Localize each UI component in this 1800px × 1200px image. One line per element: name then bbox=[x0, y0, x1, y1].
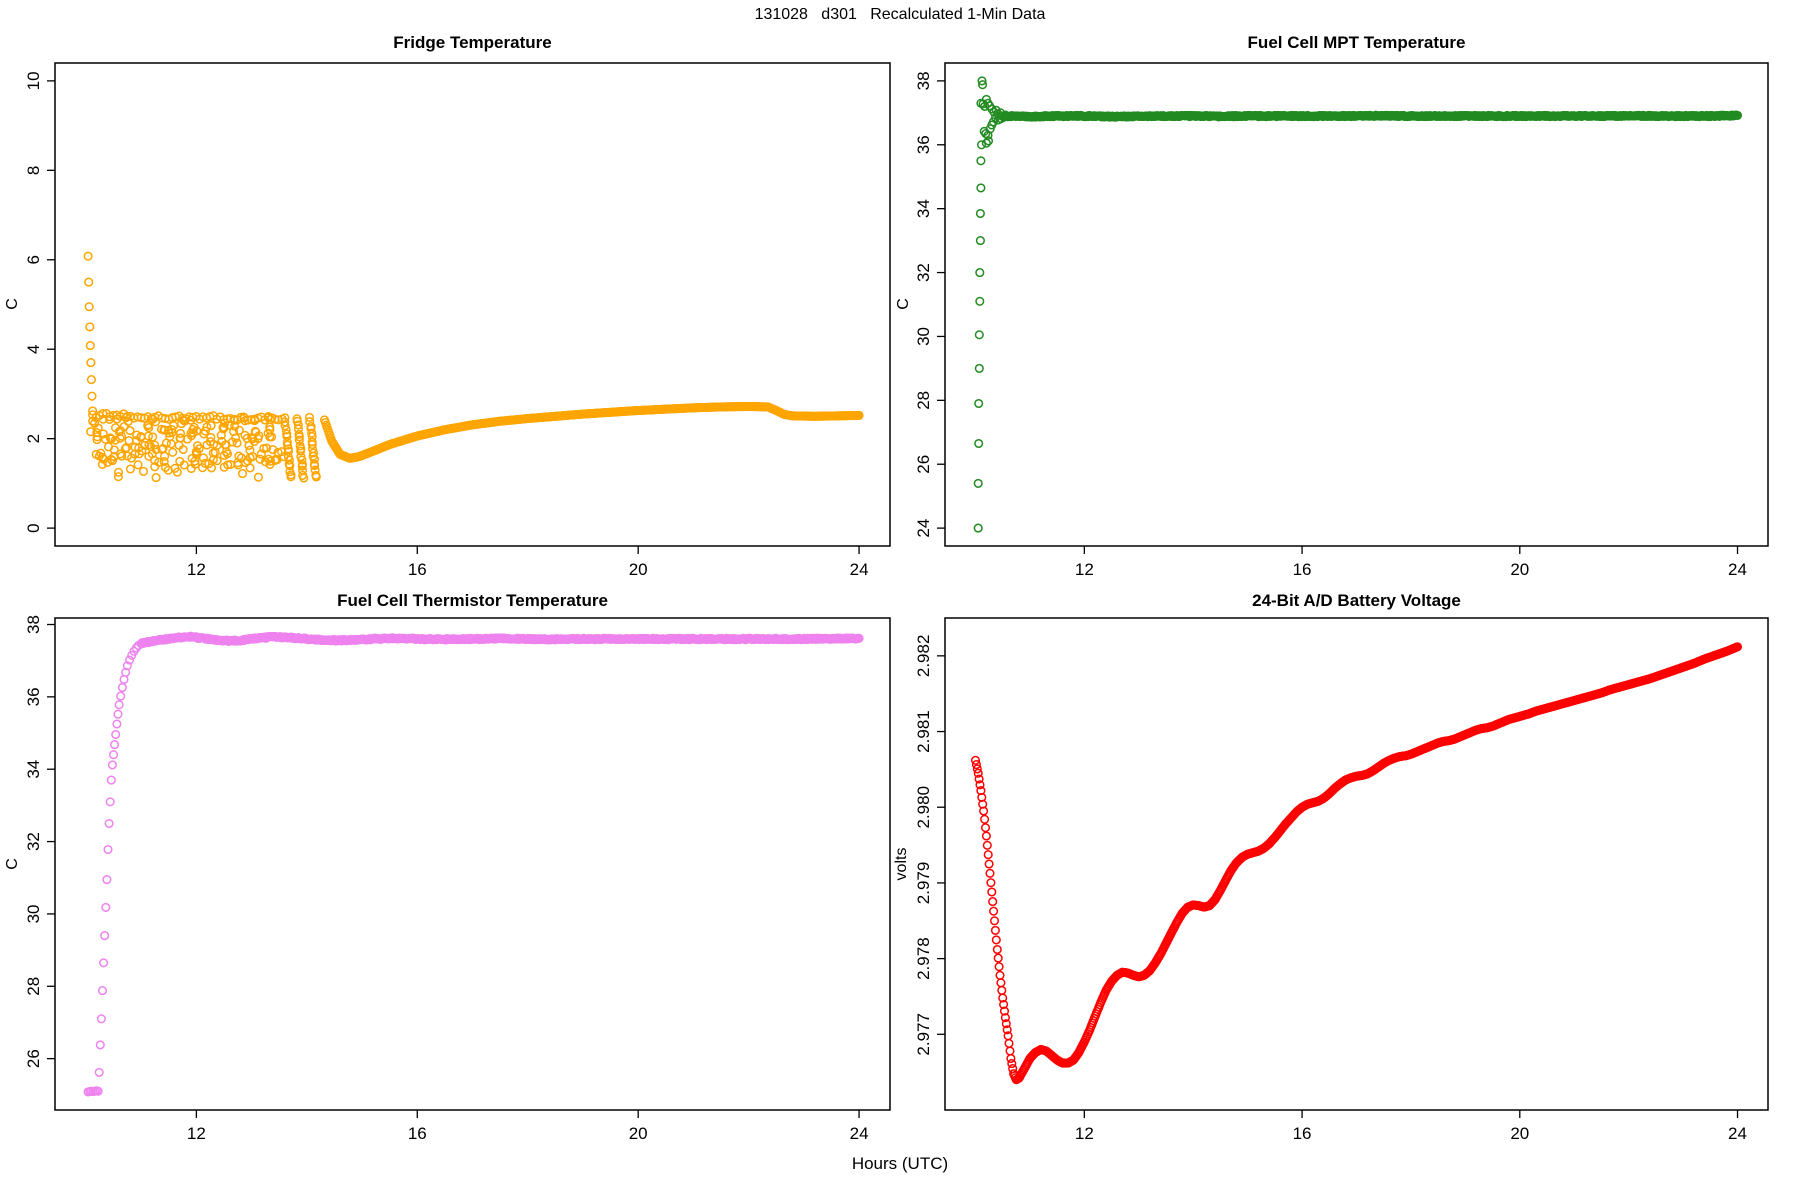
y-tick-label: 38 bbox=[914, 71, 933, 90]
x-tick-label: 24 bbox=[1728, 560, 1747, 579]
y-tick-label: 34 bbox=[914, 199, 933, 218]
series-warmup-rise bbox=[94, 640, 143, 1077]
y-tick-label: 38 bbox=[24, 615, 43, 634]
x-tick-label: 16 bbox=[408, 1124, 427, 1143]
page-title: 131028 d301 Recalculated 1-Min Data bbox=[754, 6, 1046, 23]
y-tick-label: 24 bbox=[914, 519, 933, 538]
x-axis: 12 16 20 24 bbox=[187, 546, 869, 579]
x-tick-label: 20 bbox=[629, 1124, 648, 1143]
y-tick-label: 2 bbox=[24, 434, 43, 443]
y-tick-label: 36 bbox=[24, 687, 43, 706]
y-tick-label: 30 bbox=[914, 327, 933, 346]
chart-fuel-cell-mpt-temperature: 12 16 20 24 24 26 28 30 32 34 36 38 bbox=[914, 62, 1769, 579]
x-tick-label: 12 bbox=[187, 560, 206, 579]
y-tick-label: 0 bbox=[24, 523, 43, 532]
data-points bbox=[973, 76, 1743, 533]
plot-box bbox=[54, 617, 891, 1111]
y-tick-label: 2.982 bbox=[914, 635, 933, 678]
series-cycling-band bbox=[86, 412, 289, 483]
chart-fuel-cell-thermistor-temperature: 12 16 20 24 26 28 30 32 34 36 38 bbox=[24, 615, 891, 1143]
data-points bbox=[83, 631, 864, 1097]
x-axis-label: Hours (UTC) bbox=[851, 1154, 949, 1173]
y-axis: 2.977 2.978 2.979 2.980 2.981 2.982 bbox=[914, 635, 945, 1056]
x-axis: 12 16 20 24 bbox=[187, 1110, 869, 1143]
x-tick-label: 12 bbox=[187, 1124, 206, 1143]
plot-box bbox=[54, 62, 891, 547]
y-tick-label: 34 bbox=[24, 760, 43, 779]
chart-battery-voltage: 12 16 20 24 2.977 2.978 2.979 2.980 2.981 2.982 bbox=[914, 617, 1769, 1143]
y-tick-label: 32 bbox=[24, 832, 43, 851]
x-tick-label: 12 bbox=[1075, 560, 1094, 579]
y-tick-label: 26 bbox=[24, 1049, 43, 1068]
data-points bbox=[970, 642, 1743, 1085]
series-warmup-column bbox=[973, 140, 987, 533]
x-tick-label: 20 bbox=[629, 560, 648, 579]
y-tick-label: 8 bbox=[24, 166, 43, 175]
x-tick-label: 24 bbox=[1728, 1124, 1747, 1143]
series-steady-band bbox=[1000, 110, 1743, 122]
series-voltage-curve bbox=[970, 642, 1743, 1085]
data-points bbox=[83, 251, 864, 483]
x-tick-label: 20 bbox=[1510, 1124, 1529, 1143]
y-axis: 26 28 30 32 34 36 38 bbox=[24, 615, 55, 1068]
panel-title-fridge-temperature: Fridge Temperature bbox=[393, 33, 552, 52]
y-tick-label: 6 bbox=[24, 255, 43, 264]
y-axis: 0 2 4 6 8 10 bbox=[24, 71, 55, 533]
y-tick-label: 30 bbox=[24, 904, 43, 923]
x-tick-label: 16 bbox=[408, 560, 427, 579]
y-tick-label: 28 bbox=[24, 977, 43, 996]
series-steady-band bbox=[136, 631, 864, 649]
y-tick-label: 36 bbox=[914, 135, 933, 154]
y-tick-label: 32 bbox=[914, 263, 933, 282]
y-tick-label: 10 bbox=[24, 71, 43, 90]
y-tick-label: 4 bbox=[24, 344, 43, 353]
x-tick-label: 16 bbox=[1293, 1124, 1312, 1143]
x-tick-label: 16 bbox=[1293, 560, 1312, 579]
x-tick-label: 24 bbox=[850, 1124, 869, 1143]
y-tick-label: 2.980 bbox=[914, 786, 933, 829]
series-startup-drop bbox=[83, 251, 98, 416]
x-axis: 12 16 20 24 bbox=[1075, 546, 1747, 579]
series-start-cluster bbox=[83, 1086, 103, 1097]
panel-title-fuel-cell-mpt-temperature: Fuel Cell MPT Temperature bbox=[1247, 33, 1466, 52]
y-tick-label: 2.977 bbox=[914, 1013, 933, 1056]
y-axis: 24 26 28 30 32 34 36 38 bbox=[914, 71, 945, 538]
series-smooth-curve bbox=[319, 401, 864, 463]
y-tick-label: 28 bbox=[914, 391, 933, 410]
plot-box bbox=[944, 617, 1769, 1111]
x-axis: 12 16 20 24 bbox=[1075, 1110, 1747, 1143]
x-tick-label: 24 bbox=[850, 560, 869, 579]
panel-title-fuel-cell-thermistor-temperature: Fuel Cell Thermistor Temperature bbox=[337, 591, 608, 610]
panel-title-battery-voltage: 24-Bit A/D Battery Voltage bbox=[1252, 591, 1461, 610]
plot-box bbox=[944, 62, 1769, 547]
y-tick-label: 2.978 bbox=[914, 937, 933, 980]
y-tick-label: 26 bbox=[914, 455, 933, 474]
x-tick-label: 20 bbox=[1510, 560, 1529, 579]
series-defrost-combs bbox=[280, 412, 321, 483]
x-tick-label: 12 bbox=[1075, 1124, 1094, 1143]
y-tick-label: 2.981 bbox=[914, 710, 933, 753]
y-tick-label: 2.979 bbox=[914, 862, 933, 905]
